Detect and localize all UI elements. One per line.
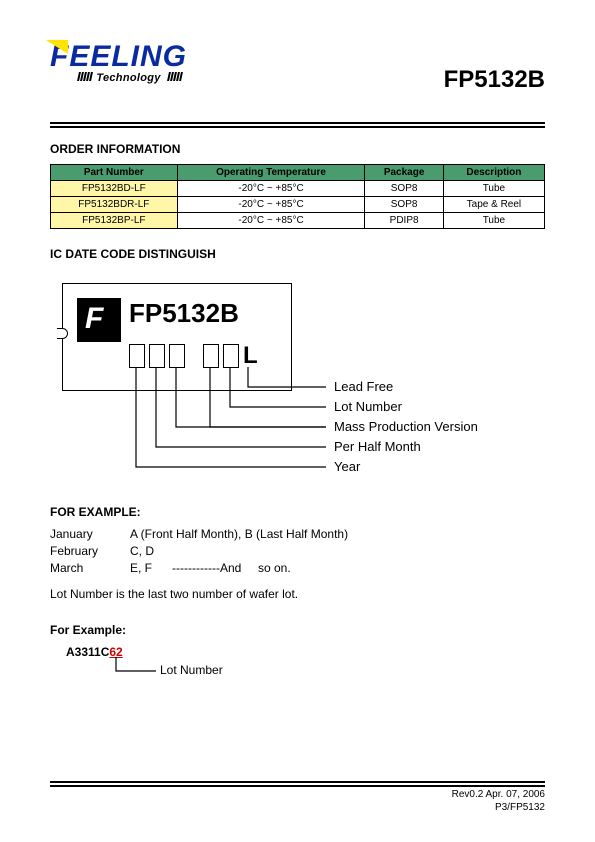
- code-char-L: L: [243, 342, 258, 370]
- table-cell: SOP8: [365, 197, 443, 213]
- brand-line1: FEELING: [50, 40, 187, 73]
- footer-page: P3/FP5132: [50, 802, 545, 815]
- code-digit-box: [129, 344, 145, 368]
- diagram-label: Lot Number: [334, 399, 402, 414]
- brand-logo: FEELING Technology: [50, 40, 187, 84]
- chip-part-label: FP5132B: [129, 298, 239, 329]
- table-cell: Tape & Reel: [443, 197, 544, 213]
- table-cell: SOP8: [365, 181, 443, 197]
- table-cell: Tube: [443, 213, 544, 229]
- lot-callout: Lot Number: [110, 657, 545, 685]
- logo-wing-icon: [46, 40, 68, 54]
- table-row: FP5132BDR-LF-20°C ~ +85°CSOP8Tape & Reel: [51, 197, 545, 213]
- code-digit-box: [169, 344, 185, 368]
- header-rule: [50, 122, 545, 124]
- section-order-info: ORDER INFORMATION: [50, 142, 545, 156]
- diagram-label: Lead Free: [334, 379, 393, 394]
- brand-name: FEELING: [50, 40, 187, 74]
- page-footer: Rev0.2 Apr. 07, 2006 P3/FP5132: [50, 781, 545, 814]
- example-row: JanuaryA (Front Half Month), B (Last Hal…: [50, 527, 545, 541]
- code-digit-box: [149, 344, 165, 368]
- section-date-code: IC DATE CODE DISTINGUISH: [50, 247, 545, 261]
- section-for-example-2: For Example:: [50, 623, 545, 637]
- footer-revision: Rev0.2 Apr. 07, 2006: [50, 789, 545, 802]
- col-operating-temp: Operating Temperature: [177, 165, 365, 181]
- table-cell: FP5132BD-LF: [51, 181, 178, 197]
- table-cell: FP5132BDR-LF: [51, 197, 178, 213]
- example-codes: A (Front Half Month), B (Last Half Month…: [130, 527, 348, 541]
- table-row: FP5132BP-LF-20°C ~ +85°CPDIP8Tube: [51, 213, 545, 229]
- diagram-label: Year: [334, 459, 360, 474]
- order-info-table: Part Number Operating Temperature Packag…: [50, 164, 545, 229]
- lot-example-prefix: A3311C: [66, 645, 109, 659]
- example-codes: E, F ------------And so on.: [130, 561, 291, 575]
- table-cell: -20°C ~ +85°C: [177, 181, 365, 197]
- page-header: FEELING Technology FP5132B: [50, 40, 545, 116]
- part-number-title: FP5132B: [444, 66, 545, 94]
- example-month: February: [50, 544, 130, 558]
- footer-rule: [50, 781, 545, 783]
- example-month: January: [50, 527, 130, 541]
- table-cell: -20°C ~ +85°C: [177, 197, 365, 213]
- table-cell: -20°C ~ +85°C: [177, 213, 365, 229]
- col-package: Package: [365, 165, 443, 181]
- example-row: FebruaryC, D: [50, 544, 545, 558]
- code-digit-box: [223, 344, 239, 368]
- col-description: Description: [443, 165, 544, 181]
- table-row: FP5132BD-LF-20°C ~ +85°CSOP8Tube: [51, 181, 545, 197]
- date-code-diagram: FP5132B L Lead Free Lot Number Mass Produc…: [62, 283, 545, 493]
- lot-number-note: Lot Number is the last two number of waf…: [50, 587, 545, 601]
- table-header-row: Part Number Operating Temperature Packag…: [51, 165, 545, 181]
- table-cell: PDIP8: [365, 213, 443, 229]
- example-month: March: [50, 561, 130, 575]
- stripe-icon: [168, 72, 183, 84]
- example-row: MarchE, F ------------And so on.: [50, 561, 545, 575]
- example-codes: C, D: [130, 544, 154, 558]
- diagram-label: Mass Production Version: [334, 419, 478, 434]
- footer-text: Rev0.2 Apr. 07, 2006 P3/FP5132: [50, 789, 545, 814]
- feeling-f-icon: [77, 298, 121, 342]
- stripe-icon: [78, 72, 93, 84]
- col-part-number: Part Number: [51, 165, 178, 181]
- table-cell: FP5132BP-LF: [51, 213, 178, 229]
- chip-notch-icon: [57, 328, 68, 339]
- footer-rule: [50, 785, 545, 787]
- header-rule: [50, 126, 545, 128]
- table-cell: Tube: [443, 181, 544, 197]
- section-for-example: FOR EXAMPLE:: [50, 505, 545, 519]
- diagram-label: Per Half Month: [334, 439, 421, 454]
- code-digit-box: [203, 344, 219, 368]
- lot-callout-label: Lot Number: [160, 663, 223, 677]
- chip-outline: FP5132B L: [62, 283, 292, 391]
